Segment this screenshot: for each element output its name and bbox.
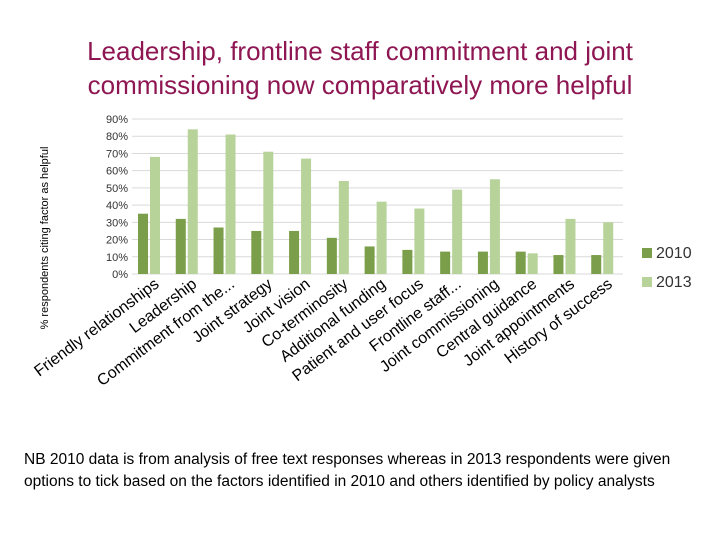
y-tick-label: 60% <box>106 166 128 178</box>
legend: 2010 2013 <box>642 245 692 291</box>
bars <box>138 129 614 274</box>
footnote: NB 2010 data is from analysis of free te… <box>24 451 671 490</box>
y-tick-label: 80% <box>106 131 128 143</box>
bar-2013-3 <box>225 134 236 274</box>
bar-2013-9 <box>452 189 463 274</box>
bar-2010-4 <box>251 230 262 274</box>
y-axis-ticks: 0% 10% 20% 30% 40% 50% 60% 70% 80% 90% <box>106 114 128 281</box>
bar-2010-1 <box>138 213 148 274</box>
bar-2010-7 <box>364 246 375 274</box>
slide-title: Leadership, frontline staff commitment a… <box>0 34 720 102</box>
bar-2013-4 <box>263 151 274 274</box>
bar-2013-5 <box>301 158 312 274</box>
bar-2010-12 <box>553 255 564 274</box>
y-tick-label: 70% <box>106 148 128 160</box>
legend-swatch-2013 <box>642 277 652 287</box>
bar-2013-8 <box>414 208 425 274</box>
y-axis-label: % respondents citing factor as helpful <box>39 147 51 330</box>
legend-swatch-2010 <box>642 248 652 258</box>
y-tick-label: 40% <box>106 200 128 212</box>
bar-2013-12 <box>565 218 576 274</box>
bar-2013-1 <box>150 156 160 274</box>
legend-label-2010: 2010 <box>656 245 692 262</box>
bar-2013-11 <box>527 253 538 274</box>
y-tick-label: 90% <box>106 114 128 126</box>
bar-2010-5 <box>289 230 300 274</box>
bar-2010-2 <box>175 218 186 274</box>
title-line-2: commissioning now comparatively more hel… <box>87 70 633 100</box>
y-tick-label: 20% <box>106 235 128 247</box>
bar-2010-10 <box>477 251 488 274</box>
category-labels: Friendly relationshipsLeadershipCommitme… <box>31 276 615 390</box>
bar-2013-13 <box>603 222 614 274</box>
title-line-1: Leadership, frontline staff commitment a… <box>87 36 633 66</box>
bar-2010-6 <box>326 237 337 274</box>
y-tick-label: 10% <box>106 252 128 264</box>
y-tick-label: 0% <box>112 269 128 281</box>
bar-chart: 0% 10% 20% 30% 40% 50% 60% 70% 80% 90% Friendly r… <box>31 114 692 390</box>
bar-2013-6 <box>338 181 349 274</box>
bar-2013-2 <box>187 129 198 274</box>
legend-label-2013: 2013 <box>656 274 692 291</box>
y-tick-label: 30% <box>106 217 128 229</box>
bar-2010-3 <box>213 227 224 274</box>
bar-2010-11 <box>515 251 526 274</box>
bar-2010-8 <box>402 249 413 274</box>
bar-2013-10 <box>489 179 500 274</box>
bar-2013-7 <box>376 201 387 274</box>
bar-2010-13 <box>591 255 602 274</box>
bar-2010-9 <box>440 251 451 274</box>
y-tick-label: 50% <box>106 183 128 195</box>
